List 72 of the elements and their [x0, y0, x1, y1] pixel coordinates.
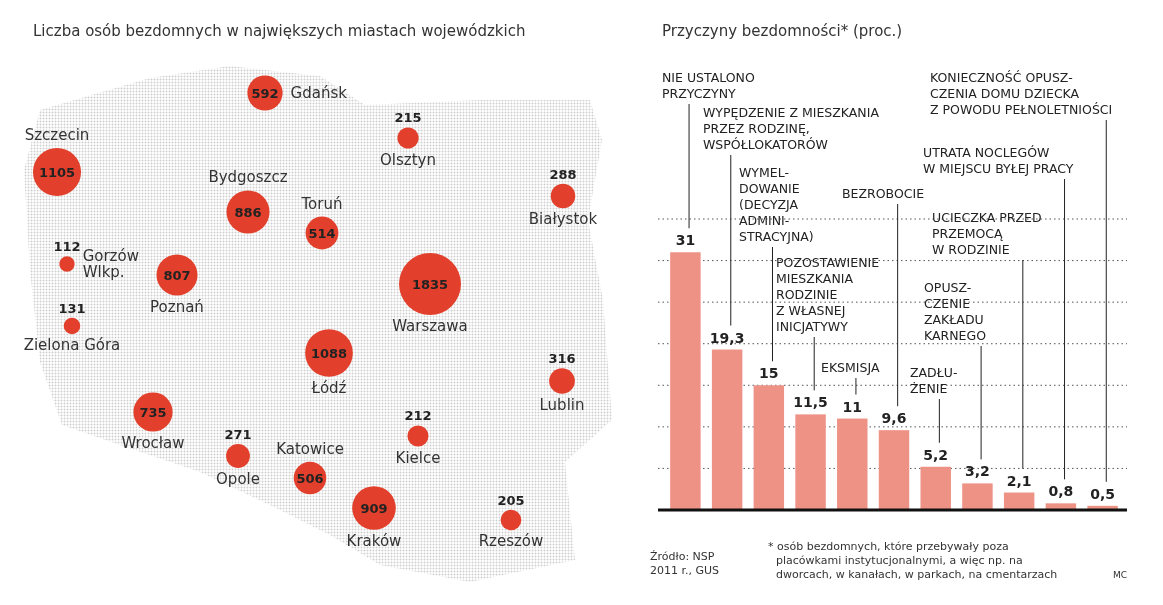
bar	[711, 349, 743, 510]
annotation: ZADŁU- ŻENIE	[910, 365, 958, 396]
category-label: Katowice	[276, 439, 344, 458]
data-label: 3,2	[965, 463, 990, 480]
category-label: Toruń	[300, 194, 343, 213]
data-label: 205	[497, 492, 525, 508]
data-label: 131	[58, 300, 86, 316]
bar	[878, 430, 910, 510]
data-label: 1088	[310, 346, 348, 361]
bar	[753, 385, 785, 510]
data-label: 11,5	[793, 394, 828, 411]
category-label: Bydgoszcz	[208, 168, 288, 187]
data-label: 592	[251, 86, 279, 101]
data-label: 506	[296, 471, 324, 486]
category-label: Łódź	[310, 378, 347, 397]
category-label: Białystok	[528, 210, 598, 229]
data-label: 316	[548, 351, 576, 367]
data-label: 886	[234, 205, 262, 220]
category-label: Kielce	[395, 448, 441, 467]
text: * osób bezdomnych, które przebywały poza placówkami instytucjonalnymi, a więc np. na dworcach, w kanałach, w parkach, na cmentarzach	[768, 540, 1058, 581]
data-label: 15	[759, 365, 779, 382]
annotation: POZOSTAWIENIE MIESZKANIA RODZINIE Z WŁASNEJ INICJATYWY	[776, 255, 880, 334]
bar	[670, 252, 701, 510]
data-label: 212	[404, 408, 432, 424]
text: WYPĘDZENIE Z MIESZKANIA PRZEZ RODZINĘ, WSPÓŁLOKATORÓW	[703, 105, 880, 152]
annotation: OPUSZ- CZENIE ZAKŁADU KARNEGO	[924, 280, 987, 343]
data-label: 909	[360, 501, 388, 516]
category-label: Kraków	[346, 531, 402, 550]
category-label: Gdańsk	[290, 84, 348, 102]
data-label: 1105	[38, 165, 76, 180]
data-label: 9,6	[881, 410, 907, 427]
category-label: Gorzów Wlkp.	[82, 247, 139, 281]
data-label: 19,3	[709, 329, 745, 346]
category-label: Warszawa	[392, 317, 468, 335]
text: KONIECZNOŚĆ OPUSZ- CZENIA DOMU DZIECKA Z POWODU PEŁNOLETNIOŚCI	[930, 70, 1113, 117]
text: UTRATA NOCLEGÓW W MIEJSCU BYŁEJ PRACY	[923, 145, 1074, 176]
data-label: 2,1	[1006, 472, 1032, 489]
category-label: Wrocław	[121, 433, 185, 452]
annotation: WYMEL- DOWANIE (DECYZJA ADMINI- STRACYJNA)	[739, 165, 814, 244]
bar	[837, 418, 868, 510]
text: Źródło: NSP 2011 r., GUS	[650, 550, 720, 577]
annotation: EKSMISJA	[821, 360, 880, 375]
data-label: 0,5	[1090, 485, 1116, 502]
data-label: 0,8	[1048, 483, 1074, 500]
bar	[962, 483, 993, 510]
category-label: Opole	[216, 469, 260, 488]
data-label: 735	[139, 405, 167, 420]
bar	[795, 414, 826, 510]
bar	[920, 466, 951, 510]
annotation: UCIECZKA PRZED PRZEMOCĄ W RODZINIE	[932, 210, 1042, 257]
data-label: 1835	[411, 277, 449, 292]
category-label: Zielona Góra	[23, 336, 121, 355]
category-label: Poznań	[150, 297, 204, 316]
bar	[1003, 492, 1035, 510]
data-label: 514	[308, 226, 336, 241]
text: MC	[1113, 570, 1128, 580]
data-label: 807	[163, 268, 191, 283]
category-label: Lublin	[539, 395, 585, 414]
data-label: 271	[224, 427, 252, 443]
category-label: Szczecin	[24, 125, 90, 144]
data-label: 31	[675, 232, 696, 249]
category-label: Olsztyn	[380, 150, 436, 169]
data-label: 112	[53, 239, 81, 255]
text: Liczba osób bezdomnych w największych miastach wojewódzkich	[33, 22, 526, 40]
text: NIE USTALONO PRZYCZYNY	[662, 70, 755, 101]
data-label: 11	[842, 398, 863, 415]
text: BEZROBOCIE	[842, 186, 925, 201]
data-label: 288	[549, 166, 577, 182]
data-label: 215	[394, 110, 422, 126]
chart-title: Przyczyny bezdomności* (proc.)	[662, 22, 903, 40]
category-label: Rzeszów	[478, 532, 544, 551]
data-label: 5,2	[923, 446, 949, 463]
